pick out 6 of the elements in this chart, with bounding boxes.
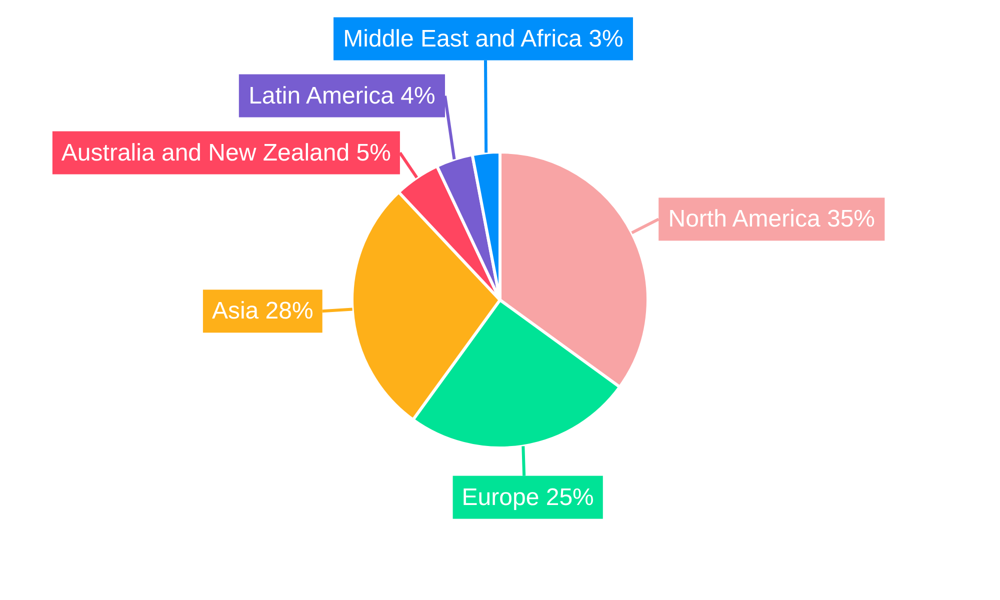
slice-label: North America 35% [668, 206, 876, 233]
slice-label: Latin America 4% [248, 82, 436, 110]
slice-label: Australia and New Zealand 5% [61, 139, 391, 166]
slice-label: Europe 25% [462, 484, 594, 511]
slice-label: Asia 28% [212, 298, 314, 325]
slice-label: Middle East and Africa 3% [343, 25, 624, 52]
